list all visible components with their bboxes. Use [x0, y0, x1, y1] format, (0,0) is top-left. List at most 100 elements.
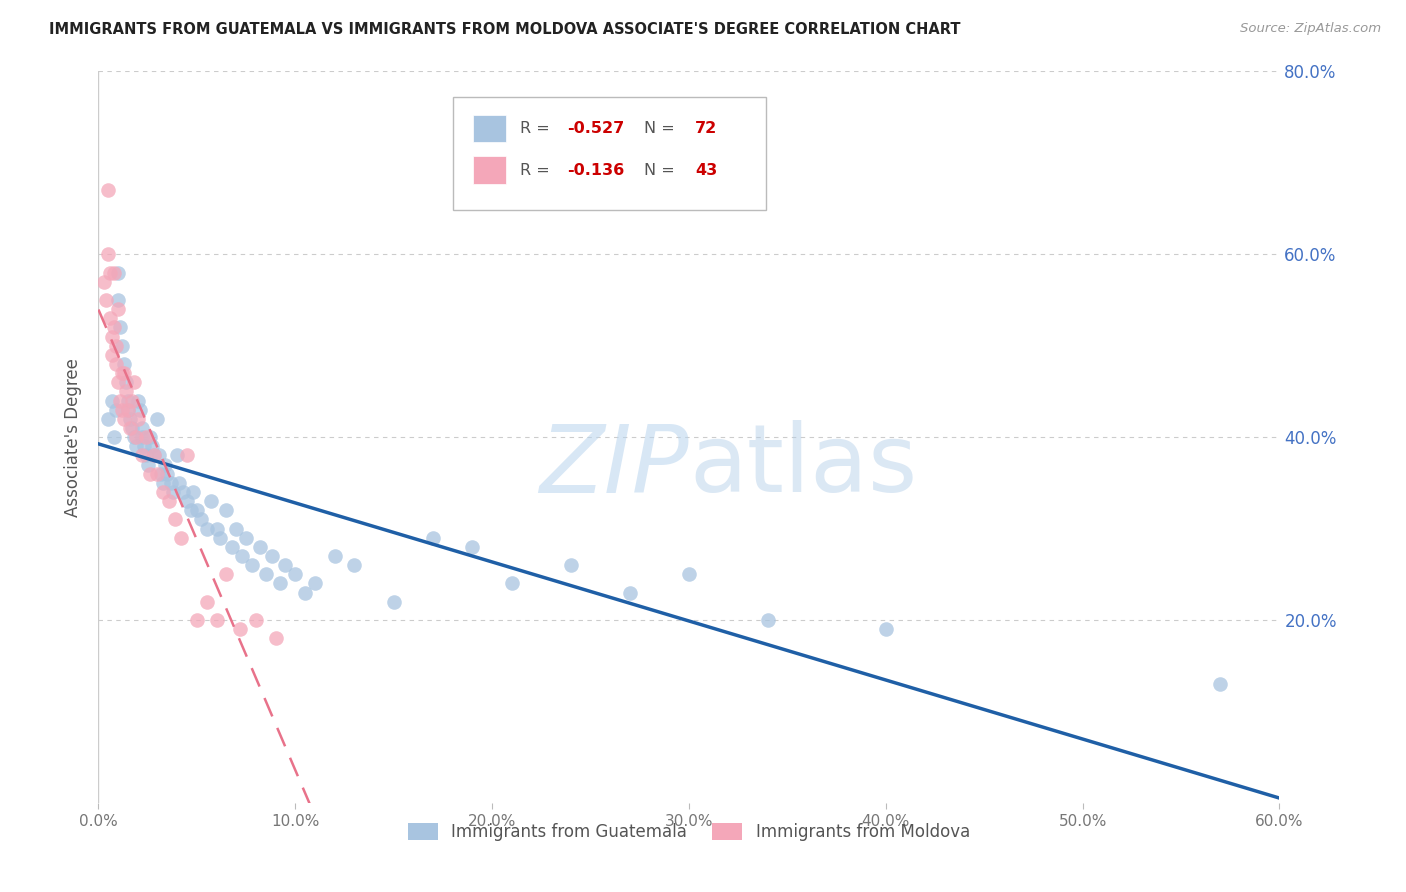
Point — [215, 503, 238, 517]
Point — [93, 275, 115, 289]
Y-axis label: Associate's Degree: Associate's Degree — [63, 358, 82, 516]
Point — [382, 594, 405, 608]
Point — [160, 475, 183, 490]
Point — [117, 402, 139, 417]
Point — [107, 293, 129, 307]
Point — [225, 521, 247, 535]
Point — [135, 430, 157, 444]
Point — [501, 576, 523, 591]
Text: R =: R = — [520, 162, 555, 178]
Point — [105, 357, 128, 371]
Point — [304, 576, 326, 591]
Point — [323, 549, 346, 563]
Point — [108, 320, 131, 334]
Point — [118, 412, 141, 426]
Point — [135, 448, 157, 462]
Point — [231, 549, 253, 563]
Text: Source: ZipAtlas.com: Source: ZipAtlas.com — [1240, 22, 1381, 36]
Point — [249, 540, 271, 554]
Point — [205, 521, 228, 535]
Point — [131, 421, 153, 435]
Point — [97, 412, 120, 426]
Point — [105, 338, 128, 352]
Point — [166, 448, 188, 462]
Point — [245, 613, 267, 627]
Bar — [472, 156, 506, 184]
Point — [200, 494, 222, 508]
Point — [111, 366, 134, 380]
Point — [167, 475, 190, 490]
Point — [107, 375, 129, 389]
Point — [205, 613, 228, 627]
Point — [229, 622, 252, 636]
Point — [146, 412, 169, 426]
Point — [103, 266, 125, 280]
Point — [215, 567, 238, 582]
Point — [269, 576, 291, 591]
Point — [125, 430, 148, 444]
Point — [181, 485, 204, 500]
Point — [101, 329, 124, 343]
Point — [117, 402, 139, 417]
Point — [190, 512, 212, 526]
Point — [97, 247, 120, 261]
Point — [111, 338, 134, 352]
Point — [107, 301, 129, 317]
Point — [157, 494, 180, 508]
Legend: Immigrants from Guatemala, Immigrants from Moldova: Immigrants from Guatemala, Immigrants fr… — [399, 814, 979, 849]
Point — [125, 439, 148, 453]
Point — [112, 412, 135, 426]
Point — [103, 430, 125, 444]
Point — [162, 485, 184, 500]
Point — [260, 549, 283, 563]
Point — [121, 393, 143, 408]
Point — [560, 558, 582, 573]
Point — [146, 467, 169, 481]
Point — [142, 448, 165, 462]
Point — [127, 393, 149, 408]
Point — [142, 448, 165, 462]
Text: N =: N = — [644, 121, 681, 136]
Point — [176, 494, 198, 508]
Point — [619, 585, 641, 599]
Point — [122, 430, 145, 444]
Point — [294, 585, 316, 599]
Point — [131, 430, 153, 444]
Point — [240, 558, 263, 573]
Point — [141, 439, 163, 453]
Point — [264, 632, 287, 646]
Point — [461, 540, 484, 554]
Point — [274, 558, 297, 573]
Point — [115, 384, 138, 399]
Text: -0.136: -0.136 — [567, 162, 624, 178]
Text: ZIP: ZIP — [540, 421, 689, 512]
Point — [172, 485, 194, 500]
Point — [678, 567, 700, 582]
Text: R =: R = — [520, 121, 555, 136]
Point — [107, 266, 129, 280]
Point — [118, 421, 141, 435]
Point — [131, 448, 153, 462]
Point — [156, 467, 179, 481]
Point — [165, 512, 187, 526]
Point — [138, 467, 160, 481]
Point — [422, 531, 444, 545]
Point — [101, 393, 124, 408]
Point — [195, 521, 218, 535]
Point — [235, 531, 257, 545]
Point — [176, 448, 198, 462]
Point — [186, 613, 208, 627]
Point — [105, 402, 128, 417]
Point — [97, 183, 120, 197]
Point — [343, 558, 366, 573]
Point — [98, 266, 121, 280]
Point — [221, 540, 243, 554]
Point — [108, 393, 131, 408]
Point — [148, 448, 170, 462]
Point — [103, 320, 125, 334]
Point — [98, 311, 121, 326]
Text: 43: 43 — [695, 162, 717, 178]
Point — [180, 503, 202, 517]
Point — [152, 485, 174, 500]
Point — [96, 293, 118, 307]
